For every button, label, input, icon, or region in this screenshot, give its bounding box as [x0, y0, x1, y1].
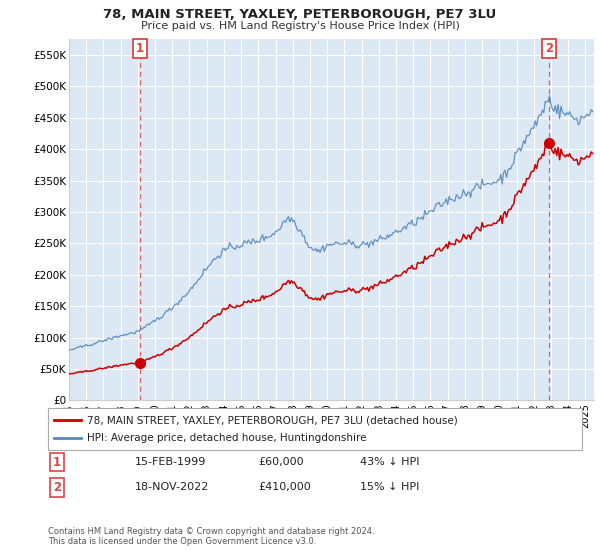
Text: 18-NOV-2022: 18-NOV-2022 — [135, 482, 209, 492]
Text: £60,000: £60,000 — [258, 457, 304, 467]
Text: Contains HM Land Registry data © Crown copyright and database right 2024.
This d: Contains HM Land Registry data © Crown c… — [48, 526, 374, 546]
Text: 43% ↓ HPI: 43% ↓ HPI — [360, 457, 419, 467]
Text: 1: 1 — [136, 42, 144, 55]
Text: 2: 2 — [545, 42, 553, 55]
Text: 2: 2 — [53, 480, 61, 494]
Text: 15-FEB-1999: 15-FEB-1999 — [135, 457, 206, 467]
Text: 78, MAIN STREET, YAXLEY, PETERBOROUGH, PE7 3LU (detached house): 78, MAIN STREET, YAXLEY, PETERBOROUGH, P… — [87, 416, 458, 425]
Text: HPI: Average price, detached house, Huntingdonshire: HPI: Average price, detached house, Hunt… — [87, 433, 367, 443]
Text: 15% ↓ HPI: 15% ↓ HPI — [360, 482, 419, 492]
Text: Price paid vs. HM Land Registry's House Price Index (HPI): Price paid vs. HM Land Registry's House … — [140, 21, 460, 31]
Text: 78, MAIN STREET, YAXLEY, PETERBOROUGH, PE7 3LU: 78, MAIN STREET, YAXLEY, PETERBOROUGH, P… — [103, 8, 497, 21]
Text: £410,000: £410,000 — [258, 482, 311, 492]
Text: 1: 1 — [53, 455, 61, 469]
